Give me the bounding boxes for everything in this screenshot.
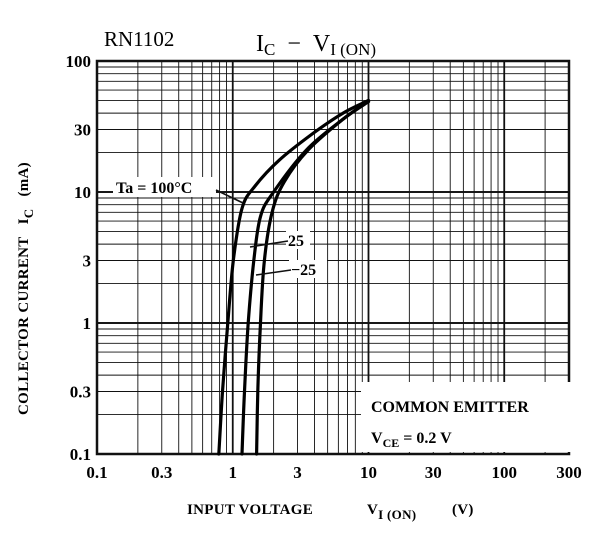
x-tick-label: 30 bbox=[425, 463, 442, 482]
x-tick-label: 10 bbox=[360, 463, 377, 482]
chart-title: IC − VI (ON) bbox=[256, 31, 376, 59]
x-tick-label: 100 bbox=[491, 463, 517, 482]
svg-text:COLLECTOR CURRENTIC(mA): COLLECTOR CURRENTIC(mA) bbox=[16, 162, 36, 415]
svg-text:IC−VI (ON): IC − VI (ON) bbox=[256, 31, 376, 59]
series-line-0 bbox=[217, 98, 371, 456]
curve-label-100: Ta = 100°C bbox=[113, 177, 244, 204]
series-line-2 bbox=[255, 100, 371, 456]
x-tick-label: 3 bbox=[293, 463, 302, 482]
svg-text:25: 25 bbox=[288, 233, 304, 250]
svg-text:INPUT VOLTAGE: INPUT VOLTAGE bbox=[187, 502, 313, 518]
svg-text:VI (ON): VI (ON) bbox=[367, 502, 416, 522]
y-tick-labels: 0.1 0.3 1 3 10 30 100 bbox=[66, 52, 92, 464]
curve-label-25: 25 bbox=[249, 231, 310, 250]
y-tick-label: 1 bbox=[83, 314, 92, 333]
x-tick-label: 1 bbox=[228, 463, 237, 482]
x-axis-label: INPUT VOLTAGE VI (ON) (V) bbox=[187, 502, 474, 522]
x-tick-label: 300 bbox=[556, 463, 582, 482]
annotation-box: COMMON EMITTER VCE = 0.2 V bbox=[361, 382, 571, 452]
y-tick-label: 0.3 bbox=[70, 382, 91, 401]
y-tick-label: 0.1 bbox=[70, 445, 91, 464]
y-tick-label: 3 bbox=[83, 251, 92, 270]
series-lines bbox=[217, 98, 371, 456]
y-tick-label: 30 bbox=[74, 120, 91, 139]
x-tick-label: 0.1 bbox=[86, 463, 107, 482]
x-tick-label: 0.3 bbox=[151, 463, 172, 482]
plot-frame bbox=[95, 59, 571, 456]
note-line-2: VCE = 0.2 V bbox=[371, 430, 452, 450]
svg-text:(V): (V) bbox=[452, 502, 474, 518]
x-tick-labels: 0.1 0.3 1 3 10 30 100 300 bbox=[86, 463, 581, 482]
y-axis-label: COLLECTOR CURRENTIC(mA) bbox=[16, 162, 36, 415]
svg-text:Ta = 100°C: Ta = 100°C bbox=[116, 180, 192, 197]
y-tick-label: 10 bbox=[74, 183, 91, 202]
note-line-1: COMMON EMITTER bbox=[371, 399, 529, 416]
y-tick-label: 100 bbox=[66, 52, 92, 71]
svg-text:−25: −25 bbox=[291, 262, 316, 279]
part-number: RN1102 bbox=[104, 27, 174, 51]
curve-label-minus25: −25 bbox=[255, 260, 327, 279]
